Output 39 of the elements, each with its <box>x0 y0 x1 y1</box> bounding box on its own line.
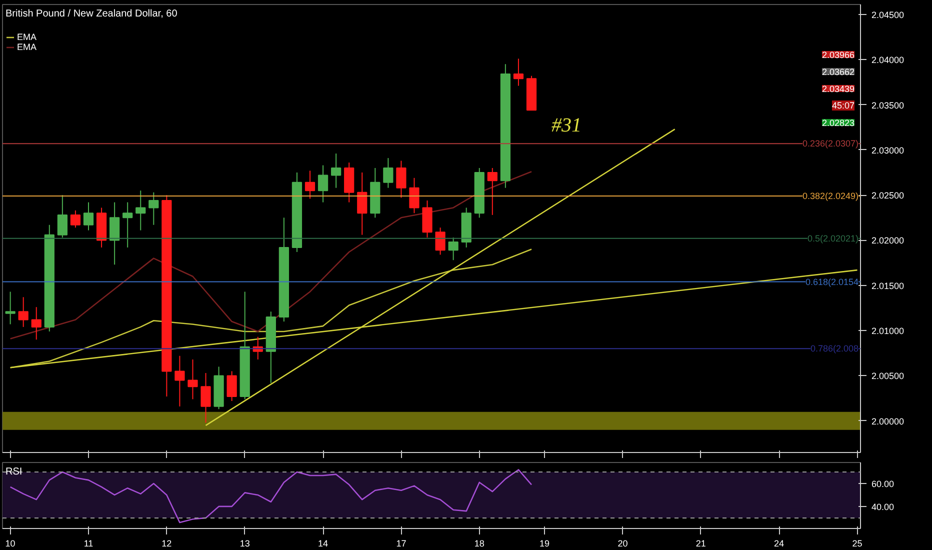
x-tick-label: 20 <box>618 538 628 548</box>
x-tick-label: 18 <box>474 538 484 548</box>
y-tick-label: 40.00 <box>872 502 894 512</box>
y-tick-label: 2.03500 <box>872 100 904 110</box>
y-tick-label: 2.00500 <box>872 371 904 382</box>
ref-line-label: 0.5(2.02021) <box>807 233 859 244</box>
y-tick-label: 60.00 <box>872 479 894 490</box>
ref-line-label: 0.618(2.0154 <box>805 276 858 287</box>
x-tick-label: 10 <box>5 538 16 548</box>
y-tick-label: 2.02500 <box>872 190 904 201</box>
y-tick-label: 2.04000 <box>872 55 904 66</box>
x-tick-label: 11 <box>84 538 94 548</box>
annotation: 2.03966 <box>822 50 855 60</box>
ref-line-label: 0.786(2.008 <box>810 344 859 354</box>
annotation: 2.02823 <box>822 118 855 128</box>
x-tick-label: 24 <box>774 538 784 548</box>
x-tick-label: 13 <box>240 538 250 548</box>
y-tick-label: 2.04500 <box>872 10 904 20</box>
x-tick-label: 19 <box>540 538 550 548</box>
y-tick-label: 2.03000 <box>872 145 904 156</box>
annotation: #31 <box>552 114 582 136</box>
annotation: 2.03439 <box>822 84 855 94</box>
y-tick-label: 2.02000 <box>872 236 904 246</box>
chart-title: RSI <box>6 466 22 478</box>
y-tick-label: 2.00000 <box>872 416 904 426</box>
y-tick-label: 2.01500 <box>872 280 904 291</box>
x-tick-label: 14 <box>318 538 328 548</box>
x-tick-label: 17 <box>396 538 406 548</box>
ref-line-label: 0.236(2.0307) <box>802 138 859 149</box>
x-tick-label: 25 <box>852 538 862 548</box>
x-tick-label: 12 <box>162 538 172 548</box>
legend-label: EMA <box>17 42 37 52</box>
annotation: 2.03662 <box>822 67 855 77</box>
y-tick-label: 2.01000 <box>872 326 904 336</box>
ref-line-label: 0.382(2.0249) <box>802 190 859 201</box>
chart-title: British Pound / New Zealand Dollar, 60 <box>6 8 178 20</box>
x-tick-label: 21 <box>696 538 706 548</box>
annotation: 45:07 <box>832 100 855 110</box>
legend-label: EMA <box>17 32 37 42</box>
